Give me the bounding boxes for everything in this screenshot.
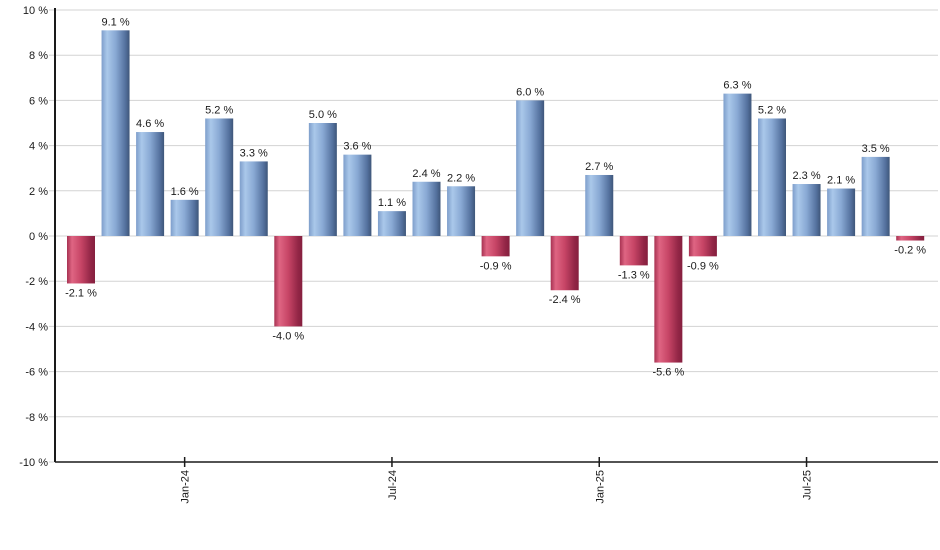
bar-value-label: -0.2 % bbox=[894, 245, 926, 257]
bar-value-label: 3.5 % bbox=[862, 143, 890, 155]
bar-value-label: 1.1 % bbox=[378, 197, 406, 209]
bar-Jul-24 bbox=[377, 211, 406, 236]
bar-value-label: 2.2 % bbox=[447, 172, 475, 184]
bar-Apr-24 bbox=[274, 236, 303, 327]
bar-Jul-25 bbox=[792, 184, 821, 236]
y-axis-tick-label: -8 % bbox=[25, 412, 48, 424]
bar-Apr-25 bbox=[688, 236, 717, 257]
bar-Aug-25 bbox=[827, 188, 856, 236]
y-axis-tick-label: 4 % bbox=[29, 141, 48, 153]
bar-value-label: 1.6 % bbox=[171, 186, 199, 198]
bar-value-label: 4.6 % bbox=[136, 118, 164, 130]
bar-Feb-25 bbox=[619, 236, 648, 266]
y-axis-tick-label: -2 % bbox=[25, 276, 48, 288]
bar-Mar-25 bbox=[654, 236, 683, 363]
bar-value-label: 6.0 % bbox=[516, 86, 544, 98]
bar-Jan-24 bbox=[170, 199, 199, 236]
bar-value-label: -2.1 % bbox=[65, 287, 97, 299]
bar-Sep-24 bbox=[447, 186, 476, 236]
bar-Feb-24 bbox=[205, 118, 234, 236]
bar-value-label: 2.4 % bbox=[412, 168, 440, 180]
bar-value-label: -0.9 % bbox=[687, 260, 719, 272]
bar-May-24 bbox=[308, 123, 337, 236]
bar-value-label: 5.2 % bbox=[758, 104, 786, 116]
bar-value-label: -2.4 % bbox=[549, 294, 581, 306]
bar-value-label: -1.3 % bbox=[618, 269, 650, 281]
bar-value-label: 5.0 % bbox=[309, 109, 337, 121]
bar-Mar-24 bbox=[239, 161, 268, 236]
x-axis-tick-label: Jan-25 bbox=[594, 470, 606, 504]
x-axis-tick-label: Jul-24 bbox=[387, 470, 399, 500]
bar-value-label: 5.2 % bbox=[205, 104, 233, 116]
bar-Oct-24 bbox=[481, 236, 510, 257]
bar-value-label: -5.6 % bbox=[652, 367, 684, 379]
y-axis-tick-label: 10 % bbox=[23, 5, 48, 17]
y-axis-tick-label: -4 % bbox=[25, 321, 48, 333]
bar-Jun-24 bbox=[343, 154, 372, 236]
bar-Nov-24 bbox=[516, 100, 545, 237]
bar-Oct-23 bbox=[67, 236, 95, 284]
bar-Oct-25 bbox=[896, 236, 925, 241]
bar-value-label: 9.1 % bbox=[101, 16, 129, 28]
bar-Jun-25 bbox=[758, 118, 786, 236]
bar-Aug-24 bbox=[412, 181, 441, 236]
x-axis-tick-label: Jan-24 bbox=[180, 470, 192, 504]
y-axis-tick-label: 2 % bbox=[29, 186, 48, 198]
bar-value-label: 2.7 % bbox=[585, 161, 613, 173]
y-axis-tick-label: -6 % bbox=[25, 367, 48, 379]
bar-Dec-24 bbox=[550, 236, 579, 291]
bar-value-label: 2.3 % bbox=[792, 170, 820, 182]
bar-value-label: -0.9 % bbox=[480, 260, 512, 272]
bar-value-label: 3.3 % bbox=[240, 147, 268, 159]
y-axis-tick-label: -10 % bbox=[19, 457, 48, 469]
bar-May-25 bbox=[723, 93, 752, 237]
bar-value-label: 3.6 % bbox=[343, 141, 371, 153]
bar-Dec-23 bbox=[136, 132, 165, 236]
y-axis-tick-label: 8 % bbox=[29, 50, 48, 62]
x-axis-tick-label: Jul-25 bbox=[802, 470, 814, 500]
y-axis-tick-label: 6 % bbox=[29, 95, 48, 107]
bar-Nov-23 bbox=[101, 30, 130, 237]
bar-Sep-25 bbox=[861, 156, 890, 236]
bar-Jan-25 bbox=[585, 174, 614, 236]
bar-value-label: 2.1 % bbox=[827, 175, 855, 187]
bar-value-label: -4.0 % bbox=[272, 330, 304, 342]
bar-value-label: 6.3 % bbox=[723, 80, 751, 92]
y-axis-tick-label: 0 % bbox=[29, 231, 48, 243]
